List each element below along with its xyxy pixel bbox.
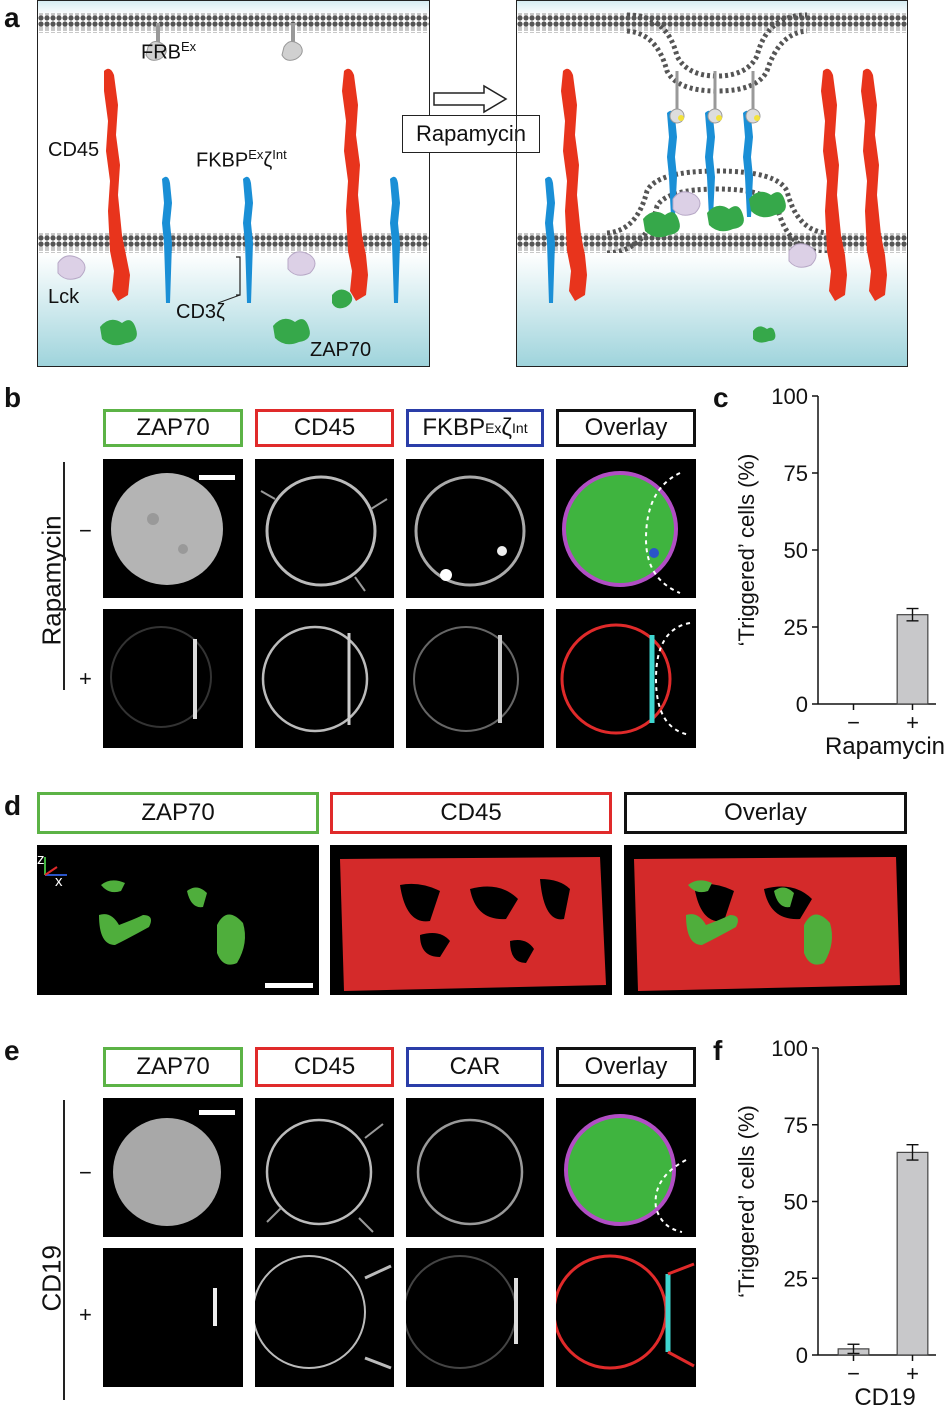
- panel-c-letter: c: [713, 382, 729, 413]
- x-axis-label: Rapamycin: [825, 733, 945, 760]
- e-header-cd45: CD45: [255, 1047, 394, 1087]
- y-tick-label: 50: [784, 538, 808, 563]
- x-tick-label: −: [847, 1361, 860, 1386]
- d-header-cd45: CD45: [330, 792, 612, 834]
- e-header-overlay: Overlay: [556, 1047, 696, 1087]
- panel-a-diagram-after: [516, 0, 908, 367]
- b-row-minus: −: [79, 518, 92, 543]
- b-row-divider: [63, 462, 65, 690]
- e-header-car: CAR: [406, 1047, 544, 1087]
- y-axis-label: ‘Triggered’ cells (%): [734, 1105, 759, 1298]
- x-tick-label: −: [847, 710, 860, 735]
- b-header-zap70: ZAP70: [103, 409, 243, 447]
- axis-x-label: x: [55, 873, 63, 890]
- y-tick-label: 25: [784, 615, 808, 640]
- e-zap70-plus-image: [103, 1248, 243, 1387]
- panel-e-letter: e: [4, 1035, 20, 1066]
- bar: [896, 614, 929, 705]
- lck-label: Lck: [48, 286, 80, 308]
- d-cd45-3d-image: [330, 845, 612, 995]
- e-header-zap70: ZAP70: [103, 1047, 243, 1087]
- e-row-minus: −: [79, 1160, 92, 1185]
- b-overlay-plus-image: [556, 609, 696, 748]
- arrow-icon: [433, 84, 508, 114]
- chart-c: 0 25 50 75 100 ‘Triggered’ cells (%) − +Rapamyc…: [734, 384, 945, 760]
- b-zap70-minus-image: [103, 459, 243, 598]
- bar: [896, 1151, 929, 1356]
- x-tick-label: +: [906, 1361, 919, 1386]
- rapamycin-box: Rapamycin: [402, 115, 540, 153]
- panel-f-letter: f: [713, 1035, 723, 1066]
- x-axis-label: CD19: [854, 1384, 915, 1411]
- axis-z-label: z: [37, 851, 45, 868]
- d-header-overlay: Overlay: [624, 792, 907, 834]
- panel-b-letter: b: [4, 382, 22, 413]
- e-row-plus: +: [79, 1302, 92, 1327]
- panel-a-before-svg: [38, 1, 429, 366]
- y-tick-label: 100: [771, 1036, 808, 1061]
- panel-a-letter: a: [4, 2, 20, 33]
- e-zap70-minus-image: [103, 1098, 243, 1237]
- panel-a-after-svg: [517, 1, 907, 366]
- e-overlay-plus-image: [556, 1248, 696, 1387]
- frb-label: FRBEx: [141, 39, 197, 64]
- b-row-plus: +: [79, 666, 92, 691]
- e-cd45-minus-image: [255, 1098, 394, 1237]
- y-tick-label: 100: [771, 384, 808, 409]
- panel-a-diagram-before: FRBEx CD45 FKBPExζInt Lck CD3ζ ZAP70: [37, 0, 430, 367]
- x-tick-label: +: [906, 710, 919, 735]
- fkbp-label: FKBPExζInt: [196, 147, 287, 172]
- d-zap70-3d-image: z x: [37, 845, 319, 995]
- e-car-minus-image: [406, 1098, 544, 1237]
- e-cd45-plus-image: [255, 1248, 394, 1387]
- chart-f: 0 25 50 75 100 ‘Triggered’ cells (%) − +CD19: [734, 1036, 936, 1411]
- b-header-fkbp: FKBP Ex ζ Int: [406, 409, 544, 447]
- cd45-label: CD45: [48, 139, 100, 161]
- d-header-zap70: ZAP70: [37, 792, 319, 834]
- zap70-label: ZAP70: [310, 339, 372, 361]
- b-header-cd45: CD45: [255, 409, 394, 447]
- b-header-overlay: Overlay: [556, 409, 696, 447]
- y-tick-label: 50: [784, 1190, 808, 1215]
- e-car-plus-image: [406, 1248, 544, 1387]
- y-axis-label: ‘Triggered’ cells (%): [734, 454, 759, 647]
- y-tick-label: 0: [796, 692, 808, 717]
- b-overlay-minus-image: [556, 459, 696, 598]
- y-tick-label: 0: [796, 1343, 808, 1368]
- b-fkbp-minus-image: [406, 459, 544, 598]
- panel-d-letter: d: [4, 790, 22, 821]
- b-zap70-plus-image: [103, 609, 243, 748]
- y-tick-label: 75: [784, 1113, 808, 1138]
- e-row-divider: [63, 1100, 65, 1400]
- y-tick-label: 25: [784, 1266, 808, 1291]
- b-fkbp-plus-image: [406, 609, 544, 748]
- b-cd45-minus-image: [255, 459, 394, 598]
- d-overlay-3d-image: [624, 845, 907, 995]
- y-tick-label: 75: [784, 461, 808, 486]
- cd3z-label: CD3ζ: [176, 301, 225, 323]
- e-overlay-minus-image: [556, 1098, 696, 1237]
- b-cd45-plus-image: [255, 609, 394, 748]
